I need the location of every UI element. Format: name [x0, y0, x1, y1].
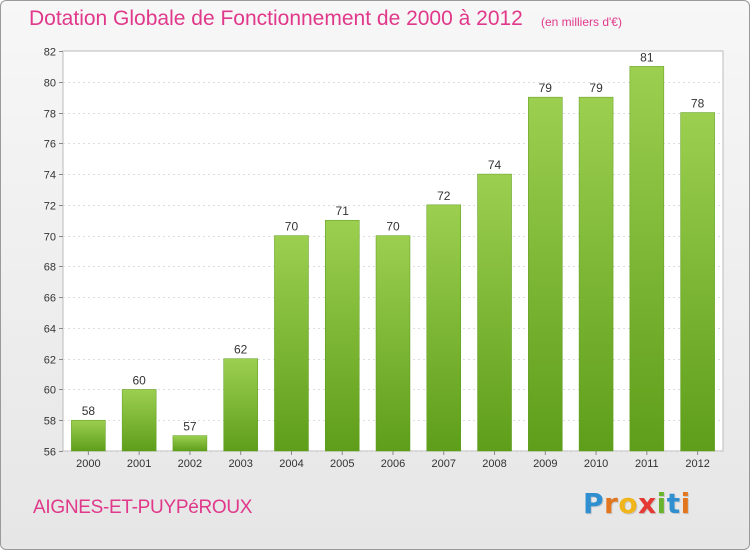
bar-value-label: 58: [82, 404, 96, 418]
bar: [324, 219, 360, 452]
x-tick-label: 2002: [178, 458, 202, 470]
y-tick-label: 68: [44, 262, 56, 274]
bar-value-label: 70: [285, 220, 299, 234]
bar: [274, 235, 309, 452]
x-tick-label: 2011: [635, 458, 659, 470]
y-tick-label: 72: [44, 201, 56, 213]
y-axis: 56 58 60 62 64 66 68 70 72 74 76 78 80 82: [44, 47, 63, 459]
y-tick-label: 74: [44, 170, 56, 182]
y-tick-label: 82: [44, 47, 56, 59]
commune-name: AIGNES-ET-PUYPéROUX: [33, 497, 253, 518]
bar: [477, 173, 512, 452]
y-tick-label: 56: [44, 447, 56, 459]
logo-letter: o: [618, 487, 639, 520]
bar: [578, 96, 614, 452]
bar: [680, 112, 715, 452]
x-tick-label: 2006: [381, 458, 405, 470]
bar: [375, 235, 411, 452]
y-tick-label: 80: [44, 78, 56, 90]
bar-value-label: 78: [691, 97, 705, 111]
proxiti-logo[interactable]: Proxiti: [583, 487, 691, 520]
bar: [121, 389, 157, 452]
bar: [528, 96, 563, 452]
bar-value-label: 70: [386, 220, 400, 234]
x-tick-label: 2010: [584, 458, 608, 470]
y-tick-label: 60: [44, 385, 56, 397]
bars: 58 60 57 62 70 71 70 72 74 79 79 81 78: [71, 50, 715, 452]
bar-value-label: 72: [437, 189, 451, 203]
x-axis: 2000 2001 2002 2003 2004 2005 2006 2007 2008 2009…: [76, 451, 710, 470]
bar-value-label: 60: [132, 373, 146, 387]
chart-title: Dotation Globale de Fonctionnement de 20…: [29, 7, 523, 30]
bar: [223, 358, 258, 452]
x-tick-label: 2007: [432, 458, 456, 470]
x-tick-label: 2000: [76, 458, 100, 470]
logo-letter: r: [604, 487, 619, 520]
x-tick-label: 2005: [330, 458, 354, 470]
x-tick-label: 2009: [533, 458, 557, 470]
bar-value-label: 81: [640, 50, 654, 64]
bar-value-label: 79: [589, 81, 603, 95]
bar-value-label: 62: [234, 343, 248, 357]
y-tick-label: 70: [44, 232, 56, 244]
y-tick-label: 62: [44, 355, 56, 367]
bar: [172, 435, 208, 452]
bar: [426, 204, 462, 452]
x-tick-label: 2012: [685, 458, 709, 470]
logo-letter: i: [680, 487, 691, 520]
x-tick-label: 2008: [482, 458, 506, 470]
logo-letter: i: [656, 487, 667, 520]
y-tick-label: 78: [44, 109, 56, 121]
y-tick-label: 66: [44, 293, 56, 305]
bar-value-label: 57: [183, 420, 197, 434]
logo-letter: t: [666, 487, 681, 520]
bar-value-label: 71: [336, 204, 350, 218]
bar: [71, 419, 106, 452]
bar-value-label: 74: [488, 158, 502, 172]
x-tick-label: 2003: [228, 458, 252, 470]
bar-value-label: 79: [539, 81, 553, 95]
y-tick-label: 64: [44, 324, 56, 336]
logo-letter: x: [638, 487, 657, 520]
y-tick-label: 76: [44, 139, 56, 151]
y-tick-label: 58: [44, 416, 56, 428]
chart-subtitle: (en milliers d'€): [541, 15, 622, 29]
x-tick-label: 2001: [127, 458, 151, 470]
x-tick-label: 2004: [279, 458, 303, 470]
bar: [629, 66, 665, 452]
logo-letter: P: [583, 487, 605, 520]
